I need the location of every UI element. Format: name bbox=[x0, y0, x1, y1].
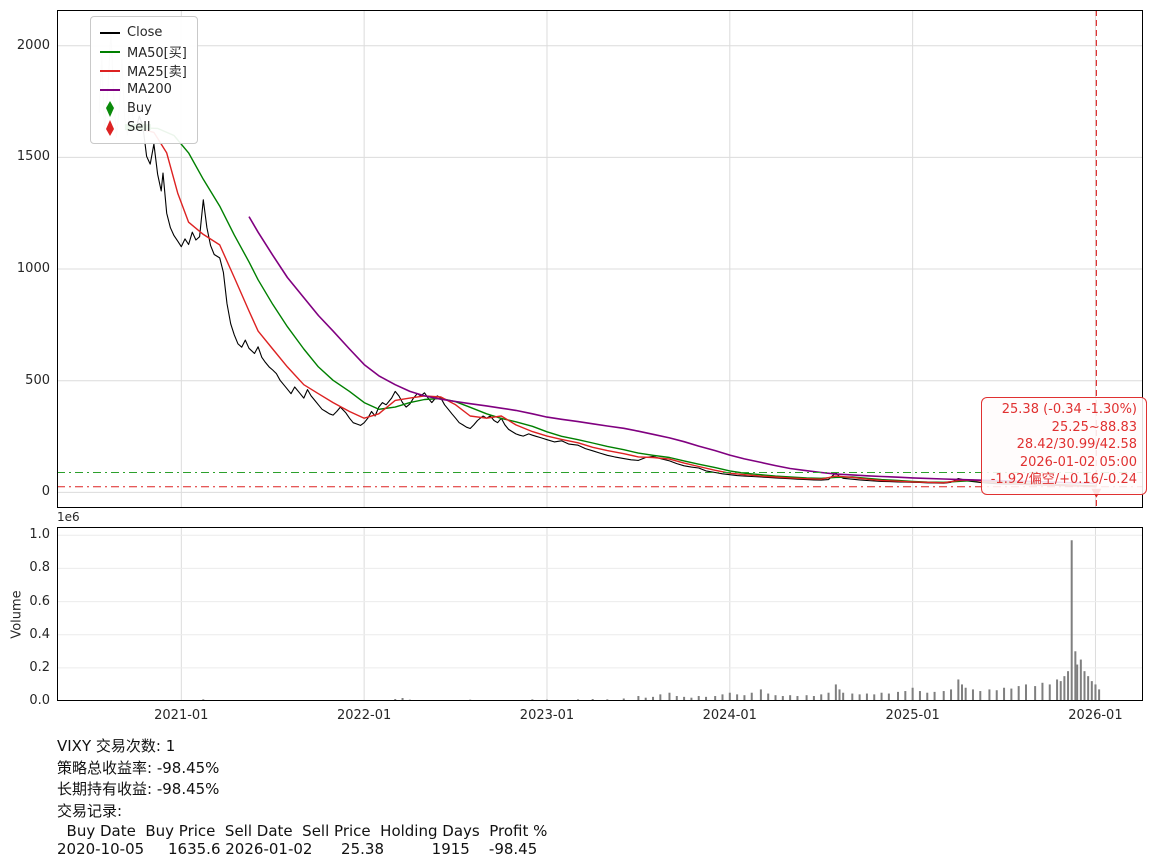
volume-y-tick-label: 0.0 bbox=[29, 693, 50, 708]
price-y-tick-label: 1000 bbox=[16, 261, 50, 277]
legend-label: MA25[卖] bbox=[127, 65, 187, 80]
annotation-time-line: 2026-01-02 05:00 bbox=[1019, 454, 1137, 470]
volume-y-tick-label: 1.0 bbox=[29, 527, 50, 543]
price-y-tick-label: 2000 bbox=[16, 37, 50, 53]
volume-axis-title: Volume bbox=[9, 590, 25, 639]
x-tick-label: 2023-01 bbox=[519, 708, 575, 723]
annotation-range-line: 25.25~88.83 bbox=[1051, 419, 1137, 435]
legend-item-ma50: MA50[买] bbox=[99, 42, 187, 61]
legend-line-sample bbox=[99, 69, 121, 72]
annotation-levels-line: 28.42/30.99/42.58 bbox=[1016, 437, 1137, 452]
legend-line-sample bbox=[99, 31, 121, 34]
trade-count-line: VIXY 交易次数: 1 bbox=[57, 737, 176, 755]
x-tick-label: 2025-01 bbox=[885, 708, 940, 723]
legend-item-ma200: MA200 bbox=[99, 80, 187, 99]
legend-item-close: Close bbox=[99, 23, 187, 42]
buy-marker-icon bbox=[99, 100, 121, 117]
volume-y-tick-label: 0.6 bbox=[29, 593, 50, 609]
sell-marker-icon bbox=[99, 119, 121, 136]
legend-label: MA200 bbox=[127, 82, 172, 97]
trade-summary: VIXY 交易次数: 1 策略总收益率: -98.45% 长期持有收益: -98… bbox=[57, 736, 547, 858]
volume-y-tick-label: 0.2 bbox=[29, 659, 50, 675]
volume-y-tick-label: 0.8 bbox=[29, 560, 50, 576]
legend-item-sell: Sell bbox=[99, 118, 187, 137]
legend-label: Close bbox=[127, 25, 163, 40]
legend-label: Sell bbox=[127, 120, 151, 135]
hold-return-line: 长期持有收益: -98.45% bbox=[57, 780, 220, 798]
strategy-return-line: 策略总收益率: -98.45% bbox=[57, 758, 220, 777]
legend-label: MA50[买] bbox=[127, 46, 187, 61]
trade-record-title: 交易记录: bbox=[57, 801, 123, 820]
price-y-tick-label: 1500 bbox=[16, 149, 50, 165]
price-y-tick-label: 0 bbox=[41, 484, 50, 500]
legend-label: Buy bbox=[127, 101, 152, 116]
x-tick-label: 2026-01 bbox=[1068, 708, 1123, 723]
volume-chart bbox=[57, 527, 1143, 701]
trade-table-row: 2020-10-05 1635.6 2026-01-02 25.38 1915 … bbox=[57, 840, 538, 858]
legend: Close MA50[买] MA25[卖] MA200 Buy Sell bbox=[90, 16, 198, 144]
price-y-tick-label: 500 bbox=[25, 372, 50, 388]
legend-item-ma25: MA25[卖] bbox=[99, 61, 187, 80]
x-tick-label: 2024-01 bbox=[702, 708, 757, 723]
x-tick-label: 2021-01 bbox=[154, 708, 209, 723]
legend-line-sample bbox=[99, 50, 121, 53]
legend-item-buy: Buy bbox=[99, 99, 187, 118]
annotation-signal-line: -1.92/偏空/+0.16/-0.24 bbox=[990, 472, 1137, 487]
x-tick-label: 2022-01 bbox=[336, 708, 392, 723]
volume-scale-label: 1e6 bbox=[57, 510, 80, 524]
volume-y-tick-label: 0.4 bbox=[29, 626, 50, 642]
price-annotation-box: 25.38 (-0.34 -1.30%) 25.25~88.83 28.42/3… bbox=[980, 397, 1147, 495]
annotation-price-line: 25.38 (-0.34 -1.30%) bbox=[1001, 402, 1137, 417]
trade-table-header: Buy Date Buy Price Sell Date Sell Price … bbox=[57, 822, 548, 840]
legend-line-sample bbox=[99, 88, 121, 91]
